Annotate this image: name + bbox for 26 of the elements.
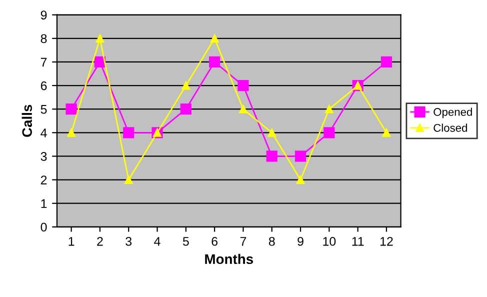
x-tick-label: 2: [97, 236, 103, 246]
x-tick-label: 4: [154, 237, 160, 246]
x-tick-label: 7: [240, 237, 246, 246]
y-tick-label: 6: [40, 81, 47, 90]
x-tick-label: 9: [298, 236, 304, 246]
x-tick-label: 1: [68, 237, 74, 246]
x-tick-label: 6: [212, 236, 218, 246]
y-tick-label: 5: [40, 105, 47, 114]
legend-label: Closed: [434, 124, 467, 132]
y-tick-label: 9: [40, 10, 47, 20]
x-tick-label: 8: [268, 236, 275, 246]
legend-label: Opened: [434, 108, 472, 118]
x-tick-label: 3: [126, 236, 132, 246]
y-tick-label: 1: [41, 199, 47, 208]
x-tick-label: 10: [323, 236, 336, 246]
x-tick-label: 12: [380, 236, 393, 246]
y-axis-title: Calls: [22, 104, 32, 137]
x-tick-label: 5: [182, 237, 189, 246]
y-tick-label: 0: [40, 222, 47, 232]
y-tick-label: 8: [40, 34, 47, 44]
y-tick-label: 4: [40, 128, 47, 138]
y-tick-label: 7: [40, 58, 47, 67]
x-tick-label: 11: [352, 237, 364, 246]
x-axis-title: Months: [205, 254, 254, 264]
y-tick-label: 3: [40, 152, 47, 161]
y-tick-label: 2: [40, 176, 47, 184]
